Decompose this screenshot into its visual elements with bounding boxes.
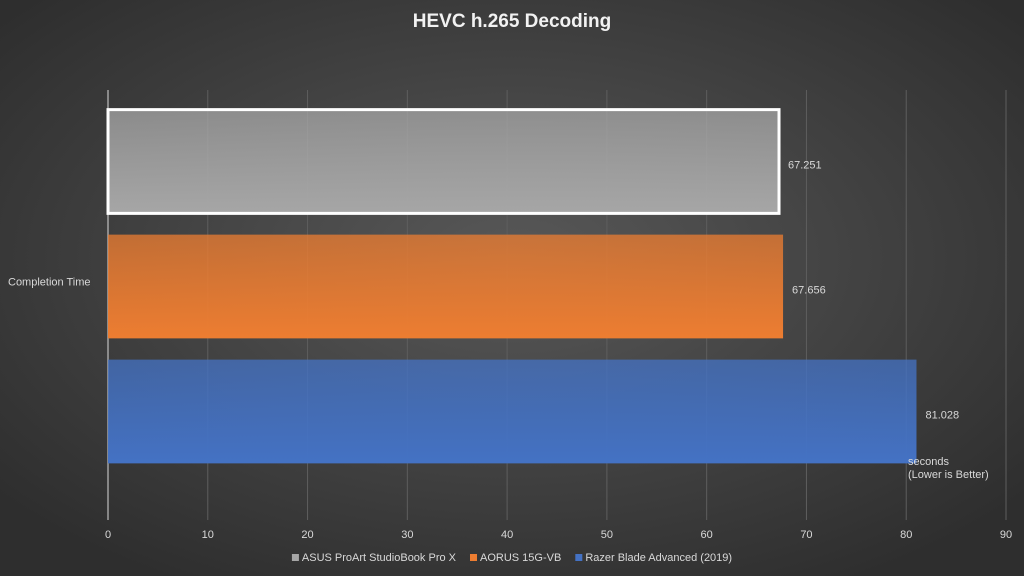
- x-tick-label: 60: [701, 529, 713, 541]
- legend-marker: [470, 554, 477, 561]
- annotation: seconds: [908, 456, 949, 468]
- legend-marker: [291, 554, 299, 561]
- legend-marker: [575, 554, 583, 561]
- legend-label: Razer Blade Advanced (2019): [585, 552, 732, 564]
- x-tick-label: 90: [1000, 529, 1012, 541]
- legend-label: AORUS 15G-VB: [480, 552, 561, 564]
- legend-label: ASUS ProArt StudioBook Pro X: [302, 552, 457, 564]
- value-label: 81.028: [925, 409, 959, 421]
- x-tick-label: 10: [202, 529, 214, 541]
- value-label: 67.656: [792, 284, 826, 296]
- x-tick-label: 80: [900, 529, 912, 541]
- value-label: 67.251: [788, 159, 822, 171]
- x-tick-label: 50: [601, 529, 613, 541]
- x-tick-label: 0: [105, 529, 111, 541]
- bar: [108, 234, 784, 339]
- chart-title: HEVC h.265 Decoding: [413, 11, 612, 32]
- x-tick-label: 30: [401, 529, 413, 541]
- x-tick-label: 20: [301, 529, 313, 541]
- bar: [106, 108, 781, 215]
- x-tick-label: 70: [800, 529, 812, 541]
- x-tick-label: 40: [501, 529, 513, 541]
- annotation: (Lower is Better): [908, 469, 989, 481]
- y-tick-label: Completion Time: [8, 276, 91, 288]
- bar: [108, 359, 917, 464]
